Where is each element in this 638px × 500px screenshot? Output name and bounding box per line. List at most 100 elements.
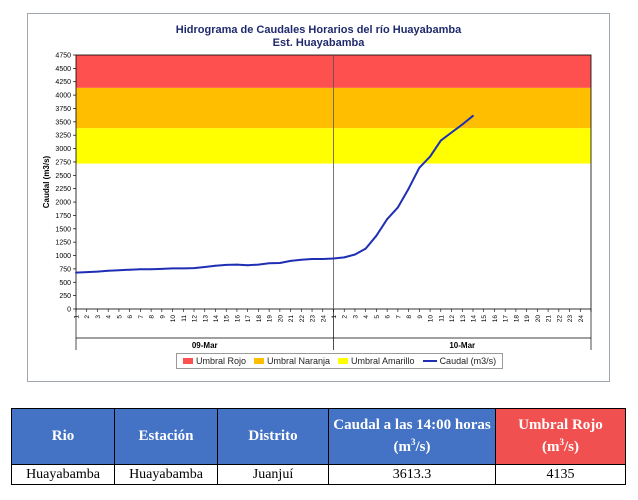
- y-tick-label-9: 2250: [55, 186, 71, 193]
- station-table: Rio Estación Distrito Caudal a las 14:00…: [11, 408, 626, 485]
- data-point-0-28: [375, 234, 378, 237]
- x-tick-label-25: 2: [342, 315, 349, 319]
- legend-label-naranja: Umbral Naranja: [267, 356, 331, 366]
- day-label-1: 10-Mar: [449, 341, 475, 350]
- legend-item-caudal: Caudal (m3/s): [422, 356, 497, 366]
- x-tick-label-5: 6: [127, 315, 134, 319]
- chart-plot: 0250500750100012501500175020002250250027…: [42, 53, 592, 350]
- x-tick-label-26: 3: [352, 315, 359, 319]
- legend-item-amarillo: Umbral Amarillo: [338, 356, 415, 366]
- table-row: Huayabamba Huayabamba Juanjuí 3613.3 413…: [11, 464, 626, 485]
- data-point-0-16: [246, 264, 249, 267]
- x-tick-label-3: 4: [106, 315, 113, 319]
- x-tick-label-21: 22: [299, 315, 306, 323]
- data-point-0-23: [321, 258, 324, 260]
- chart-subtitle: Est. Huayabamba: [272, 37, 365, 49]
- legend-label-caudal: Caudal (m3/s): [439, 356, 497, 366]
- data-point-0-20: [289, 259, 292, 262]
- x-tick-label-20: 21: [288, 315, 295, 323]
- y-tick-label-14: 3500: [55, 119, 71, 126]
- day-label-0: 09-Mar: [192, 341, 218, 350]
- y-tick-label-6: 1500: [55, 226, 71, 233]
- header-caudal-text: Caudal a las 14:00 horas: [333, 417, 491, 433]
- chart-title-block: Hidrograma de Caudales Horarios del río …: [28, 24, 609, 50]
- legend-label-rojo: Umbral Rojo: [196, 356, 247, 366]
- header-umbral-sup: 3: [559, 437, 565, 447]
- cell-umbral: 4135: [495, 464, 626, 485]
- data-point-0-1: [85, 271, 88, 274]
- legend-line-caudal: [422, 360, 437, 362]
- y-tick-label-17: 4250: [55, 79, 71, 86]
- data-point-0-26: [354, 253, 356, 256]
- table-header-row: Rio Estación Distrito Caudal a las 14:00…: [11, 408, 626, 465]
- legend-swatch-amarillo: [338, 358, 349, 364]
- data-point-0-29: [386, 218, 389, 221]
- x-tick-label-33: 10: [428, 315, 435, 323]
- header-estacion: Estación: [114, 408, 218, 465]
- data-point-0-15: [236, 263, 238, 266]
- x-tick-label-29: 6: [385, 315, 392, 319]
- x-tick-label-27: 4: [363, 315, 370, 319]
- header-umbral-text: Umbral Rojo: [518, 417, 603, 433]
- header-caudal-unit-end: /s): [415, 439, 431, 455]
- data-point-0-4: [118, 269, 120, 272]
- data-point-0-9: [171, 267, 174, 270]
- cell-distrito: Juanjuí: [217, 464, 329, 485]
- x-tick-label-18: 19: [267, 315, 274, 323]
- y-tick-label-2: 500: [59, 280, 71, 287]
- x-tick-label-32: 9: [417, 315, 424, 319]
- header-umbral-unit-end: /s): [564, 439, 579, 455]
- data-point-0-37: [472, 114, 474, 117]
- data-point-0-31: [407, 187, 410, 190]
- x-tick-label-36: 13: [460, 315, 467, 323]
- x-tick-label-30: 7: [395, 315, 402, 319]
- x-tick-label-28: 5: [374, 315, 381, 319]
- legend-swatch-naranja: [254, 358, 265, 364]
- data-point-0-19: [278, 262, 281, 264]
- x-tick-label-23: 24: [320, 315, 327, 323]
- data-point-0-13: [214, 264, 217, 267]
- y-tick-label-0: 0: [67, 307, 71, 314]
- x-tick-label-41: 18: [513, 315, 520, 323]
- x-tick-label-24: 1: [331, 315, 338, 319]
- chart-title: Hidrograma de Caudales Horarios del río …: [175, 24, 462, 36]
- data-point-0-36: [461, 123, 464, 126]
- x-tick-label-6: 7: [138, 315, 145, 319]
- x-tick-label-19: 20: [277, 315, 284, 323]
- y-axis-label: Caudal (m3/s): [42, 155, 51, 208]
- data-point-0-0: [75, 271, 77, 274]
- y-tick-label-11: 2750: [55, 159, 71, 166]
- series-line-0: [75, 115, 474, 274]
- x-tick-label-7: 8: [149, 315, 156, 319]
- data-point-0-35: [450, 131, 453, 134]
- x-tick-label-35: 12: [449, 315, 456, 323]
- chart-legend: Umbral Rojo Umbral Naranja Umbral Amaril…: [176, 353, 504, 369]
- x-tick-label-43: 20: [535, 315, 542, 323]
- x-tick-label-1: 2: [84, 315, 91, 319]
- data-point-0-2: [96, 270, 99, 273]
- x-tick-label-44: 21: [546, 315, 553, 323]
- data-point-0-17: [257, 263, 260, 266]
- data-point-0-30: [396, 206, 399, 209]
- x-tick-label-37: 14: [470, 315, 477, 323]
- x-tick-label-10: 11: [181, 315, 188, 322]
- data-point-0-33: [429, 155, 431, 158]
- header-caudal-sup: 3: [411, 437, 416, 447]
- data-point-0-3: [107, 269, 110, 272]
- y-tick-label-19: 4750: [55, 53, 71, 60]
- x-tick-label-46: 23: [567, 315, 574, 323]
- x-tick-label-14: 15: [224, 315, 231, 323]
- data-point-0-14: [225, 263, 228, 266]
- header-caudal-unit: (m: [393, 439, 412, 455]
- y-tick-label-15: 3750: [55, 106, 71, 113]
- legend-label-amarillo: Umbral Amarillo: [351, 356, 415, 366]
- data-point-0-6: [139, 268, 142, 271]
- x-tick-label-16: 17: [245, 315, 252, 323]
- legend-swatch-rojo: [183, 358, 193, 364]
- x-tick-label-2: 3: [95, 315, 102, 319]
- data-point-0-22: [311, 258, 313, 260]
- y-tick-label-5: 1250: [55, 240, 71, 247]
- y-tick-label-3: 750: [59, 266, 71, 273]
- cell-caudal: 3613.3: [328, 464, 496, 485]
- x-tick-label-31: 8: [406, 315, 413, 319]
